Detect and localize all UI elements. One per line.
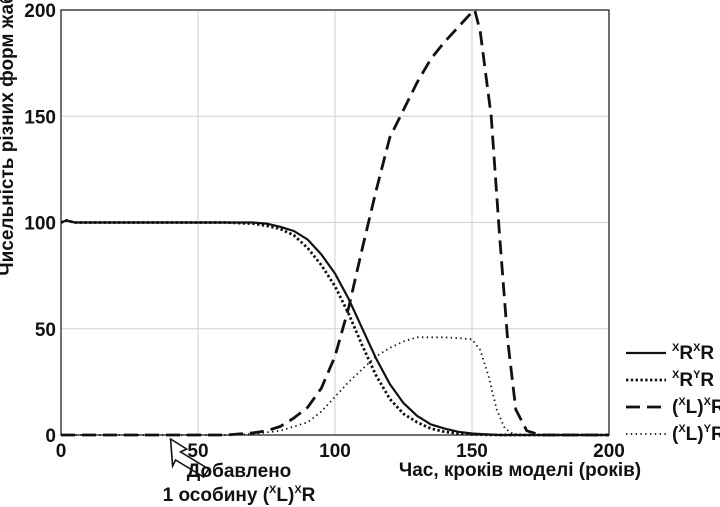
series-layer (60, 8, 609, 437)
legend-label-2: XRYR (672, 369, 714, 391)
legend-text: L) (686, 397, 704, 418)
annotation-text-b: L) (276, 485, 294, 506)
y-axis-label: Чисельність різних форм жаб (0, 0, 18, 276)
x-tick-label: 150 (456, 441, 488, 462)
legend-sup: Y (693, 369, 701, 381)
legend-label-1: XRXR (672, 342, 714, 364)
legend-sup: X (672, 369, 680, 381)
legend-text: R (679, 370, 693, 391)
x-tick-labels: 0 50 100 150 200 (56, 441, 625, 462)
legend-label-4: (XL)YR (672, 423, 720, 445)
x-tick-label: 200 (593, 441, 625, 462)
y-tick-label: 100 (24, 214, 56, 235)
legend-sup: X (704, 396, 712, 408)
y-tick-label: 150 (24, 107, 56, 128)
x-tick-label: 0 (56, 441, 67, 462)
legend-text: R (711, 424, 720, 445)
y-tick-label: 200 (24, 1, 56, 22)
annotation-sup-2: X (294, 484, 302, 496)
legend-text: R (700, 370, 714, 391)
annotation-text-a: 1 особину ( (163, 485, 270, 506)
legend-sup: Y (704, 423, 712, 435)
legend-label-3: (XL)XR (672, 396, 720, 418)
legend-text: ( (672, 397, 679, 418)
annotation-arrow (169, 437, 210, 479)
legend-text: R (711, 397, 720, 418)
legend-sup: X (693, 342, 701, 354)
annotation-line-2: 1 особину (XL)XR (163, 484, 316, 506)
x-axis-label: Час, кроків моделі (років) (399, 460, 641, 481)
legend-text: R (700, 343, 714, 364)
y-tick-labels: 0 50 100 150 200 (24, 1, 56, 447)
legend-text: R (679, 343, 693, 364)
x-tick-label: 50 (187, 441, 208, 462)
legend-sup: X (672, 342, 680, 354)
y-tick-label: 50 (35, 320, 56, 341)
x-tick-label: 100 (319, 441, 351, 462)
legend-sup: X (678, 396, 686, 408)
annotation-line-1: Добавлено (187, 461, 292, 482)
annotation-text-c: R (302, 485, 316, 506)
legend-text: ( (672, 424, 679, 445)
legend-sup: X (678, 423, 686, 435)
annotation-sup-1: X (269, 484, 277, 496)
y-tick-label: 0 (45, 426, 56, 447)
legend-text: L) (686, 424, 704, 445)
series-line-3 (61, 8, 609, 437)
annotation: Добавлено 1 особину (XL)XR (163, 437, 316, 506)
